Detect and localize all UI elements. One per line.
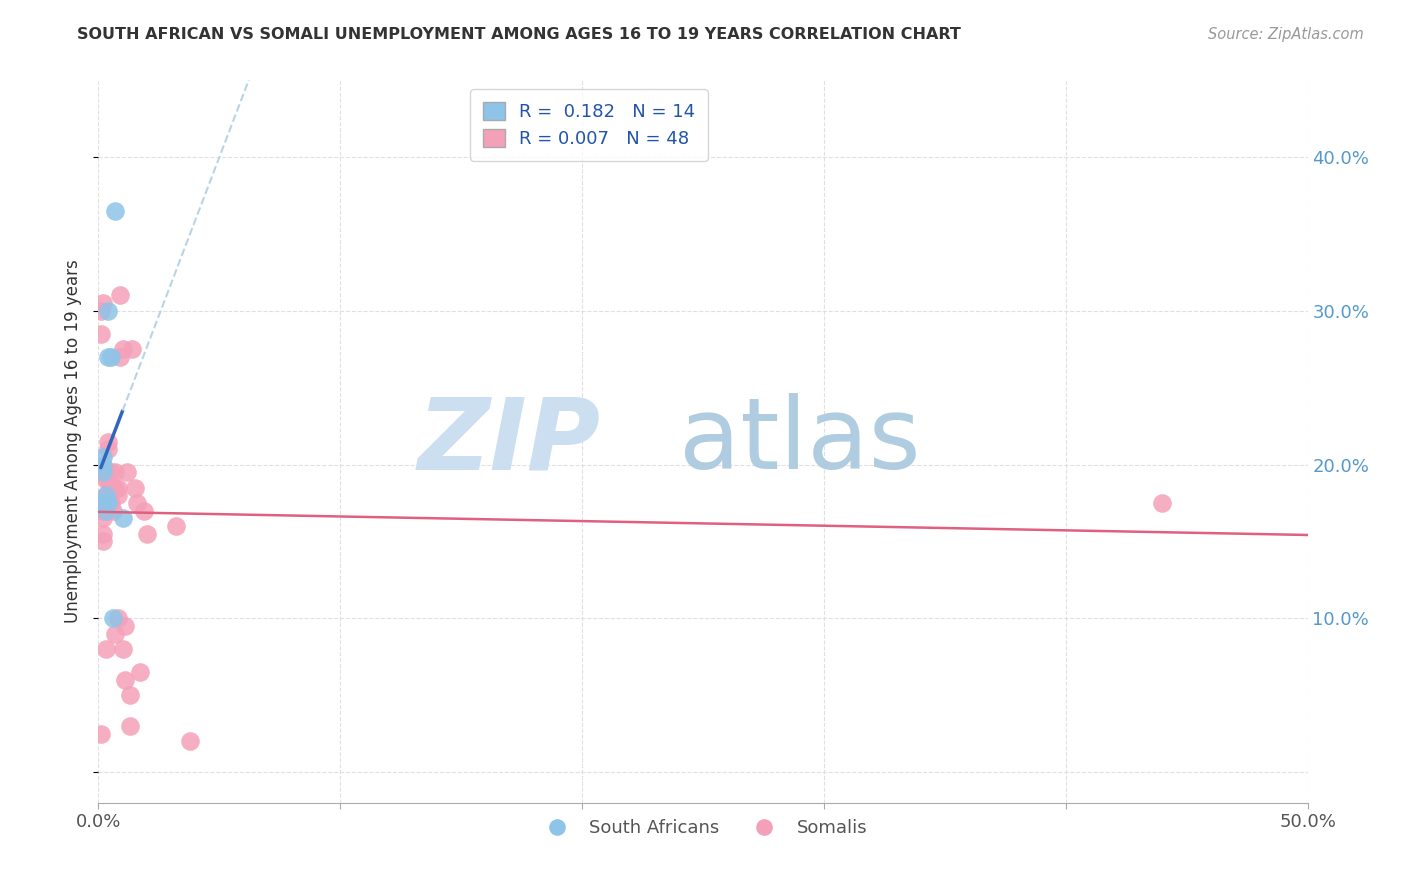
Point bbox=[104, 626, 127, 640]
Point bbox=[97, 496, 120, 510]
Point bbox=[91, 465, 114, 479]
Point bbox=[100, 496, 122, 510]
Point bbox=[100, 481, 122, 495]
Point bbox=[91, 526, 114, 541]
Point bbox=[94, 504, 117, 518]
Point bbox=[94, 465, 117, 479]
Point bbox=[97, 350, 120, 364]
Point bbox=[94, 496, 117, 510]
Point bbox=[91, 534, 114, 549]
Point bbox=[114, 619, 136, 633]
Point bbox=[165, 519, 187, 533]
Point bbox=[91, 458, 114, 472]
Point bbox=[97, 304, 120, 318]
Point bbox=[114, 673, 136, 687]
Point bbox=[97, 496, 120, 510]
Point bbox=[94, 473, 117, 487]
Point bbox=[101, 481, 124, 495]
Point bbox=[107, 611, 129, 625]
Point bbox=[124, 481, 146, 495]
Point bbox=[94, 504, 117, 518]
Point bbox=[111, 511, 134, 525]
Point bbox=[90, 726, 112, 740]
Point bbox=[104, 203, 127, 218]
Legend: South Africans, Somalis: South Africans, Somalis bbox=[531, 812, 875, 845]
Point bbox=[108, 288, 131, 302]
Text: SOUTH AFRICAN VS SOMALI UNEMPLOYMENT AMONG AGES 16 TO 19 YEARS CORRELATION CHART: SOUTH AFRICAN VS SOMALI UNEMPLOYMENT AMO… bbox=[77, 27, 962, 42]
Point bbox=[94, 642, 117, 657]
Point bbox=[91, 496, 114, 510]
Point bbox=[111, 343, 134, 357]
Point bbox=[111, 642, 134, 657]
Point bbox=[100, 350, 122, 364]
Point bbox=[91, 296, 114, 310]
Point bbox=[108, 350, 131, 364]
Point bbox=[128, 665, 150, 680]
Point bbox=[121, 343, 143, 357]
Point bbox=[100, 465, 122, 479]
Point bbox=[104, 481, 127, 495]
Point bbox=[97, 473, 120, 487]
Point bbox=[179, 734, 201, 748]
Text: Source: ZipAtlas.com: Source: ZipAtlas.com bbox=[1208, 27, 1364, 42]
Point bbox=[127, 496, 149, 510]
Point bbox=[94, 496, 117, 510]
Point bbox=[94, 488, 117, 502]
Point bbox=[91, 450, 114, 464]
Point bbox=[91, 504, 114, 518]
Point bbox=[135, 526, 157, 541]
Point bbox=[90, 496, 112, 510]
Point bbox=[107, 481, 129, 495]
Point bbox=[90, 326, 112, 341]
Point bbox=[94, 488, 117, 502]
Point bbox=[101, 611, 124, 625]
Point bbox=[107, 488, 129, 502]
Point bbox=[91, 511, 114, 525]
Text: atlas: atlas bbox=[679, 393, 921, 490]
Point bbox=[134, 504, 156, 518]
Point bbox=[97, 442, 120, 457]
Point bbox=[97, 434, 120, 449]
Text: ZIP: ZIP bbox=[418, 393, 600, 490]
Point bbox=[90, 304, 112, 318]
Y-axis label: Unemployment Among Ages 16 to 19 years: Unemployment Among Ages 16 to 19 years bbox=[65, 260, 83, 624]
Point bbox=[118, 719, 141, 733]
Point bbox=[1152, 496, 1174, 510]
Point bbox=[118, 688, 141, 702]
Point bbox=[101, 504, 124, 518]
Point bbox=[117, 465, 139, 479]
Point bbox=[104, 465, 127, 479]
